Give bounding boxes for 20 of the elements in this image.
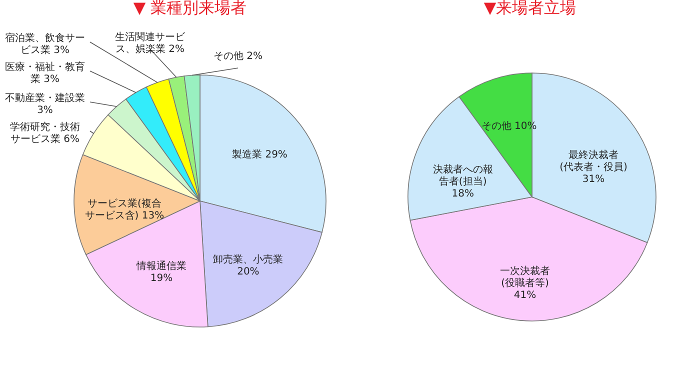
- slice-label: 最終決裁者(代表者・役員): [560, 149, 628, 174]
- data-label: 31%: [582, 174, 605, 186]
- data-label: 18%: [452, 188, 474, 200]
- data-label: 41%: [514, 290, 536, 302]
- slice-label: 宿泊業、飲食サービス業 3%: [5, 32, 85, 56]
- slice-label: 不動産業・建設業: [5, 92, 85, 104]
- slice-label: 一次決裁者(役職者等): [500, 265, 550, 290]
- data-label: 3%: [37, 105, 53, 116]
- slice-label: その他 2%: [213, 50, 263, 62]
- slice-label: サービス業(複合サービス含) 13%: [84, 197, 164, 222]
- slice-label: 卸売業、小売業: [213, 253, 284, 266]
- data-label: 20%: [237, 266, 260, 278]
- slice-label: 決裁者への報告者(担当): [432, 164, 493, 188]
- chart-title: ▼ 業種別来場者: [133, 0, 247, 17]
- slice-label: 情報通信業: [136, 260, 187, 272]
- slice-label: 生活関連サービス、娯楽業 2%: [115, 31, 186, 55]
- slice-label: 医療・福祉・教育業 3%: [5, 61, 85, 85]
- slice-label: 学術研究・技術サービス業 6%: [10, 121, 80, 145]
- data-label: 19%: [150, 273, 173, 284]
- slice-label: 製造業 29%: [232, 148, 288, 161]
